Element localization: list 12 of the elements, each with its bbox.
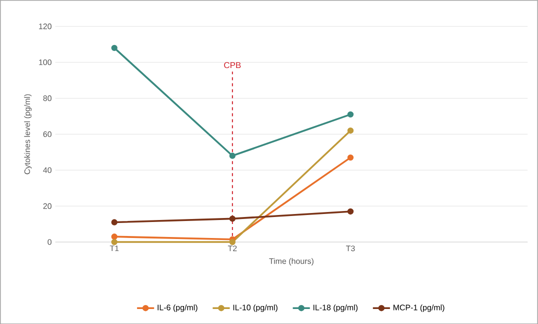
point: [111, 238, 118, 245]
point: [111, 44, 118, 51]
point: [347, 208, 354, 214]
ref-line-label: CPB: [224, 62, 241, 68]
point: [111, 219, 118, 226]
point: [229, 238, 236, 245]
point: [229, 152, 236, 159]
point: [347, 154, 354, 161]
point: [347, 111, 354, 118]
point: [229, 215, 236, 222]
point: [347, 127, 354, 134]
point: [111, 233, 118, 240]
